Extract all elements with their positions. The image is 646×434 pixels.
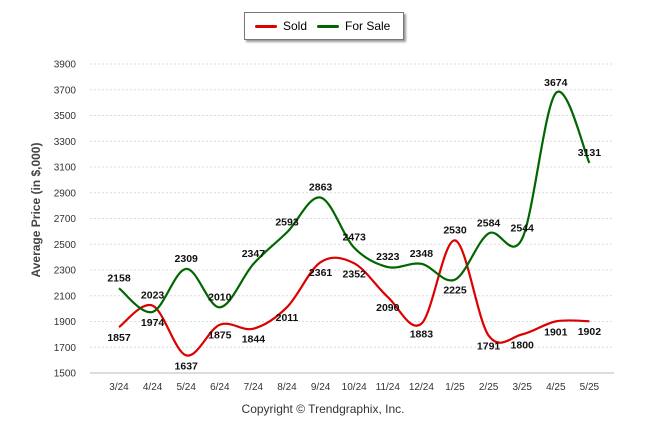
x-tick-label: 11/24: [376, 382, 401, 393]
data-label-sold: 1875: [208, 330, 232, 342]
y-tick-label: 2500: [54, 240, 77, 251]
x-tick-label: 4/24: [143, 382, 163, 393]
x-tick-label: 10/24: [342, 382, 367, 393]
data-label-for-sale: 3131: [578, 147, 602, 159]
data-label-sold: 1637: [175, 360, 199, 372]
data-label-for-sale: 2309: [175, 253, 199, 265]
data-label-for-sale: 2158: [107, 272, 131, 284]
x-tick-label: 3/24: [109, 382, 129, 393]
y-tick-label: 2300: [54, 266, 77, 277]
data-label-sold: 2090: [376, 302, 400, 314]
series-line-sold: [118, 239, 590, 357]
x-tick-label: 8/24: [277, 382, 297, 393]
x-tick-label: 9/24: [311, 382, 331, 393]
y-tick-label: 2100: [54, 291, 77, 302]
legend-label-sold: Sold: [283, 19, 308, 33]
legend-label-for-sale: For Sale: [345, 19, 391, 33]
data-label-sold: 1902: [578, 326, 602, 338]
y-axis-ticks: 1500 1700 1900 2100 2300 2500 2700 2900 3100 3300…: [54, 60, 77, 380]
x-tick-label: 5/24: [176, 382, 196, 393]
data-label-sold: 1901: [544, 326, 568, 338]
data-label-for-sale: 2347: [242, 248, 266, 260]
data-label-sold: 2530: [443, 224, 467, 236]
data-label-sold: 1857: [107, 332, 131, 344]
series-line-for-sale: [118, 90, 591, 314]
y-tick-label: 3500: [54, 111, 77, 122]
data-label-for-sale: 2544: [511, 223, 535, 235]
data-label-for-sale: 3674: [544, 77, 568, 89]
y-tick-label: 2700: [54, 214, 77, 225]
x-tick-label: 4/25: [546, 382, 566, 393]
legend: Sold For Sale: [244, 12, 404, 40]
data-label-sold: 2352: [343, 268, 367, 280]
y-tick-label: 1900: [54, 317, 77, 328]
y-tick-label: 3900: [54, 60, 77, 71]
x-tick-label: 12/24: [409, 382, 434, 393]
data-label-for-sale: 2010: [208, 291, 232, 303]
data-label-for-sale: 2323: [376, 251, 400, 263]
y-tick-label: 3700: [54, 85, 77, 96]
data-label-sold: 1883: [410, 329, 434, 341]
data-label-for-sale: 1974: [141, 317, 165, 329]
legend-item-for-sale[interactable]: For Sale: [317, 13, 390, 39]
x-tick-label: 1/25: [445, 382, 465, 393]
data-label-for-sale: 2225: [443, 285, 467, 297]
x-tick-label: 7/24: [244, 382, 264, 393]
grid-lines: [90, 63, 614, 374]
y-axis-title: Average Price (in $,000): [29, 142, 43, 278]
sold-swatch-icon: [255, 24, 277, 28]
x-tick-label: 6/24: [210, 382, 230, 393]
data-label-for-sale: 2348: [410, 248, 434, 260]
data-label-sold: 2361: [309, 267, 333, 279]
legend-item-sold[interactable]: Sold: [255, 13, 307, 39]
x-axis-ticks: 3/24 4/24 5/24 6/24 7/24 8/24 9/24 10/24 11/24 12…: [109, 382, 599, 393]
y-tick-label: 2900: [54, 188, 77, 199]
data-label-for-sale: 2473: [343, 232, 367, 244]
series-lines: [118, 90, 591, 357]
data-label-for-sale: 2584: [477, 217, 501, 229]
data-label-sold: 1791: [477, 341, 501, 353]
x-tick-label: 5/25: [580, 382, 600, 393]
x-tick-label: 2/25: [479, 382, 499, 393]
data-label-sold: 1844: [242, 334, 266, 346]
data-labels: 1857 2023 1637 1875 1844 2011 2361 2352 2090 1883…: [107, 77, 601, 372]
y-tick-label: 3100: [54, 163, 77, 174]
data-label-sold: 1800: [511, 339, 535, 351]
data-label-for-sale: 2863: [309, 182, 333, 194]
y-tick-label: 1500: [54, 369, 77, 380]
data-label-sold: 2023: [141, 290, 165, 302]
y-tick-label: 1700: [54, 343, 77, 354]
y-tick-label: 3300: [54, 137, 77, 148]
data-label-for-sale: 2593: [275, 216, 299, 228]
copyright-text: Copyright © Trendgraphix, Inc.: [241, 402, 405, 416]
x-tick-label: 3/25: [512, 382, 532, 393]
for-sale-swatch-icon: [317, 24, 339, 28]
data-label-sold: 2011: [276, 312, 299, 324]
